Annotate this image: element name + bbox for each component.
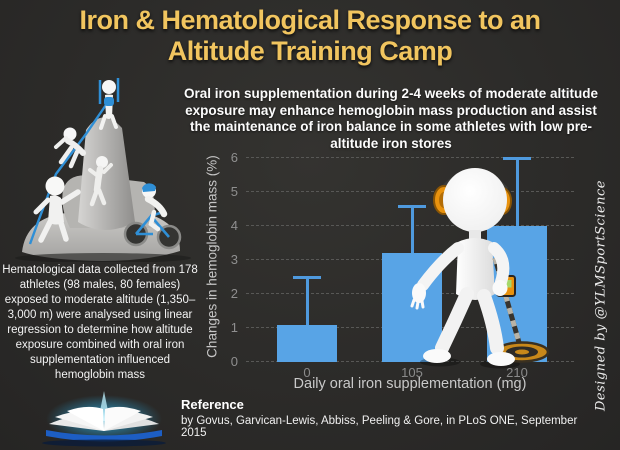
bar: [277, 324, 337, 362]
error-bar-cap: [398, 204, 426, 208]
gridline: [246, 191, 574, 192]
mountain-climbers-illustration: [15, 78, 191, 262]
lower-climber-figure: [33, 176, 81, 243]
upper-climber-figure: [54, 127, 86, 169]
gridline: [246, 225, 574, 226]
cyclist-figure: [123, 183, 182, 250]
error-bar-stem: [515, 158, 519, 226]
reference-heading: Reference: [181, 397, 244, 412]
page-title: Iron & Hematological Response to an Alti…: [0, 5, 620, 67]
page-title-line1: Iron & Hematological Response to an: [79, 5, 541, 35]
figure-right-leg: [477, 289, 504, 355]
y-tick-label: 1: [230, 320, 238, 335]
x-tick-label: 105: [401, 365, 423, 380]
figure-left-leg: [435, 287, 474, 355]
study-description: Hematological data collected from 178 at…: [2, 264, 198, 381]
y-tick-label: 4: [230, 218, 238, 233]
gridline: [246, 157, 574, 158]
y-tick-label: 5: [230, 184, 238, 199]
y-tick-label: 6: [230, 150, 238, 165]
glowing-book-icon: [42, 391, 166, 447]
key-message: Oral iron supplementation during 2-4 wee…: [183, 86, 599, 151]
x-tick-label: 0: [303, 365, 311, 380]
error-bar-cap: [503, 157, 531, 160]
y-tick-label: 3: [230, 252, 238, 267]
figure-torso: [456, 238, 495, 300]
figure-right-arm: [488, 242, 510, 288]
y-tick-label: 0: [230, 354, 238, 369]
error-bar-cap: [293, 276, 321, 279]
x-axis-label: Daily oral iron supplementation (mg): [293, 376, 527, 392]
y-tick-label: 2: [230, 286, 238, 301]
page-title-line2: Altitude Training Camp: [167, 36, 453, 66]
mid-climber-figure: [88, 156, 113, 207]
designer-credit: Designed by @YLMSportScience: [593, 180, 609, 411]
reference-citation: by Govus, Garvican-Lewis, Abbiss, Peelin…: [181, 415, 578, 439]
x-tick-label: 210: [506, 365, 528, 380]
error-bar-stem: [305, 277, 309, 325]
climbing-rope: [28, 101, 109, 245]
figure-head: [443, 168, 507, 232]
summit-climber-figure: [98, 78, 120, 130]
figure-left-arm: [417, 242, 464, 291]
error-bar-stem: [410, 205, 414, 254]
figure-with-metal-detector-illustration: [410, 168, 550, 369]
